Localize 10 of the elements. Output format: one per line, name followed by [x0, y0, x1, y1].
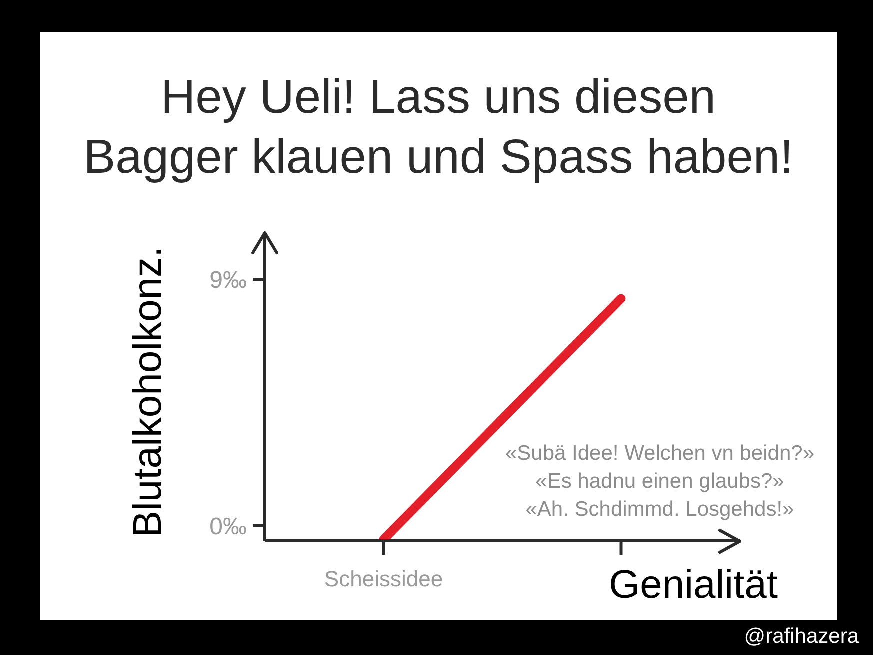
annotation: «Subä Idee! Welchen vn beidn?»: [505, 441, 814, 467]
x-axis-title: Genialität: [609, 562, 778, 608]
y-axis-title: Blutalkoholkonz.: [125, 246, 171, 538]
y-tick-label: 0‰: [210, 513, 247, 540]
annotation: «Es hadnu einen glaubs?»: [536, 469, 784, 495]
annotation: «Ah. Schdimmd. Losgehds!»: [526, 497, 794, 523]
y-tick-label: 9‰: [210, 266, 247, 294]
text: @rafihazera: [744, 624, 859, 650]
x-tick-label: Scheissidee: [324, 566, 444, 592]
chart-title: Hey Ueli! Lass uns diesen Bagger klauen und Spass haben!: [84, 70, 794, 186]
